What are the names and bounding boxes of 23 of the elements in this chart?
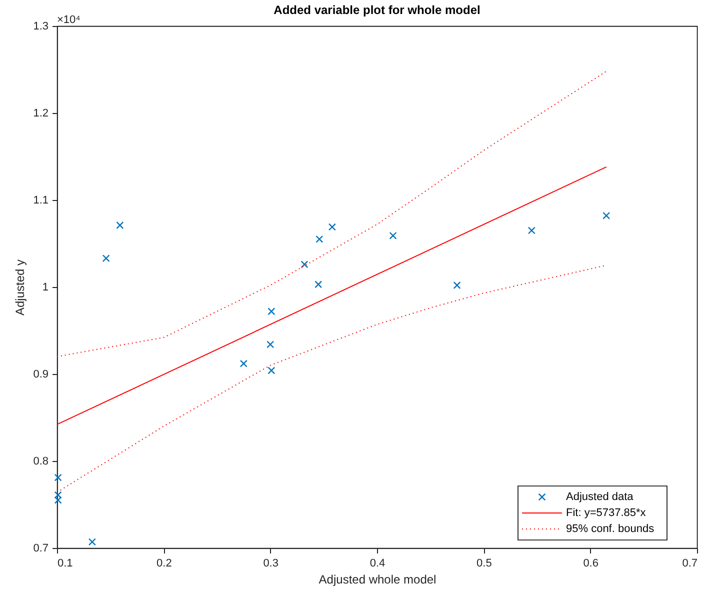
legend-label: 95% conf. bounds bbox=[566, 523, 655, 535]
chart-title: Added variable plot for whole model bbox=[274, 3, 480, 17]
text: ×10⁴ bbox=[57, 14, 81, 26]
line-series bbox=[56, 264, 607, 493]
x-tick-label: 0.2 bbox=[156, 558, 172, 570]
line-series bbox=[56, 70, 607, 358]
y-tick-label: 1.1 bbox=[33, 194, 48, 206]
x-tick-label: 0.4 bbox=[370, 558, 386, 570]
y-axis-title: Adjusted y bbox=[13, 259, 28, 316]
x-tick-label: 0.1 bbox=[58, 558, 73, 570]
y-tick-label: 1.3 bbox=[33, 20, 48, 32]
x-tick-label: 0.7 bbox=[682, 558, 698, 570]
y-tick-label: 0.7 bbox=[33, 542, 48, 554]
x-tick-label: 0.3 bbox=[263, 558, 278, 570]
x-tick-label: 0.5 bbox=[476, 558, 492, 570]
y-tick-label: 0.8 bbox=[33, 456, 48, 468]
y-tick-label: 1.2 bbox=[33, 108, 48, 120]
x-tick-label: 0.6 bbox=[583, 558, 598, 570]
x-axis-title: Adjusted whole model bbox=[318, 572, 436, 586]
legend-label: Fit: y=5737.85*x bbox=[566, 507, 646, 519]
y-tick-label: 1 bbox=[42, 282, 48, 294]
y-tick-label: 0.9 bbox=[33, 368, 48, 380]
legend-label: Adjusted data bbox=[566, 491, 634, 503]
